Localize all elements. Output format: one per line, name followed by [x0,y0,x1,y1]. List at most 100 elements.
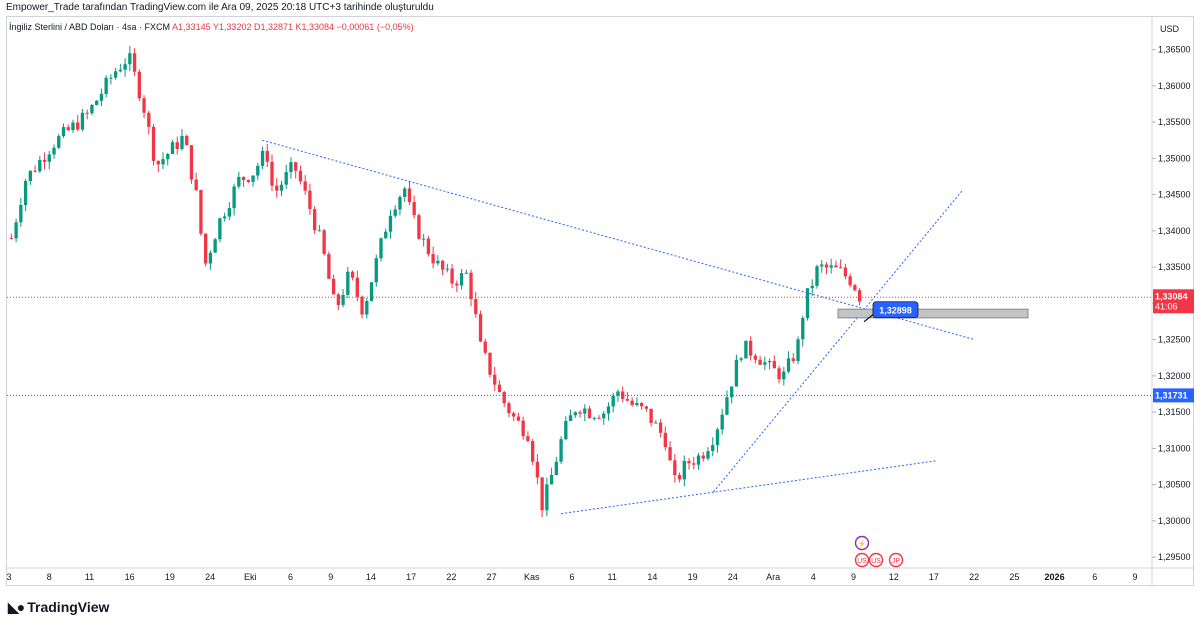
candle-body [365,300,369,315]
candle-body [815,266,819,286]
candle-body [791,358,795,362]
candle-body [739,358,743,360]
candle-body [431,254,435,264]
candle-body [459,273,464,286]
candle-body [289,162,293,173]
callout-label: 1,32898 [879,305,912,315]
candle-body [744,340,748,359]
candle-body [810,285,814,289]
candle-body [455,283,459,286]
candle-body [123,64,127,70]
x-tick-label: 9 [1132,572,1137,582]
candle-body [317,230,322,232]
candle-body [635,402,639,405]
candle-body [147,112,151,127]
candle-body [132,53,137,72]
candle-body [602,413,606,419]
candle-body [507,403,511,414]
candle-body [843,267,848,277]
chart-frame [6,16,1194,586]
candle-body [369,282,374,301]
x-tick-label: 12 [889,572,899,582]
candle-body [701,455,705,459]
candle-body [303,181,307,191]
x-tick-label: 4 [811,572,816,582]
x-tick-label: 11 [608,572,617,582]
candle-body [668,447,672,461]
candle-body [180,135,184,150]
candle-body [611,395,615,407]
candle-body [573,412,577,416]
candle-body [493,374,497,385]
candle-body [554,461,559,476]
candle-body [530,441,535,462]
candle-body [730,386,734,398]
candle-body [256,165,260,176]
candle-body [322,230,326,255]
candle-body [118,69,123,72]
candle-body [360,296,364,315]
candle-body [720,414,724,430]
candle-body [9,238,14,240]
candle-body [284,172,288,185]
candle-body [516,416,521,421]
legend-ohlc: A1,33145 Y1,33202 D1,32871 K1,33084 −0,0… [172,22,414,32]
candle-body [109,77,113,79]
candle-body [52,147,56,155]
candle-body [772,361,776,369]
candle-body [398,196,402,210]
y-tick-label: 1,31000 [1158,443,1191,453]
y-tick-label: 1,30500 [1158,480,1191,490]
event-marker-icon [868,552,884,568]
candle-body [327,254,331,279]
candle-body [42,159,47,162]
tradingview-logo[interactable]: ◣● TradingView [8,598,109,616]
y-tick-label: 1,32500 [1158,335,1191,345]
candle-body [222,216,227,219]
candle-body [848,276,852,286]
candle-body [777,368,781,380]
x-tick-label: 17 [406,572,416,582]
candle-body [540,477,544,511]
candle-body [185,135,189,146]
candle-body [805,288,810,319]
candle-body [521,420,525,437]
candle-body [374,258,378,283]
candle-body [677,475,682,480]
candle-body [85,112,89,114]
x-tick-label: 11 [85,572,94,582]
candle-body [725,397,729,415]
x-tick-label: 6 [1092,572,1097,582]
candle-body [644,406,649,409]
candle-body [213,239,217,253]
candle-body [407,188,412,203]
candle-body [692,463,696,465]
candle-body [696,455,701,465]
candle-body [61,127,66,137]
candle-body [758,359,762,365]
x-tick-label: 16 [125,572,135,582]
candle-body [38,159,42,172]
candle-body [616,391,620,396]
candle-body [346,271,350,295]
y-tick-label: 1,31500 [1158,407,1191,417]
candle-body [47,154,51,162]
x-tick-label: 22 [969,572,979,582]
candle-body [218,218,222,240]
candle-body [270,161,274,186]
candle-body [450,268,454,284]
candle-body [142,98,146,113]
candle-body [251,175,255,182]
candle-body [824,264,829,268]
x-tick-label: 6 [288,572,293,582]
candle-body [151,126,156,161]
x-tick-label: Ara [766,572,780,582]
tradingview-brand: TradingView [27,599,110,615]
candle-body [502,392,506,404]
candle-body [829,265,833,268]
x-tick-label: 8 [47,572,52,582]
candle-body [786,358,791,372]
candle-body [104,77,108,94]
x-tick-label: 25 [1009,572,1019,582]
